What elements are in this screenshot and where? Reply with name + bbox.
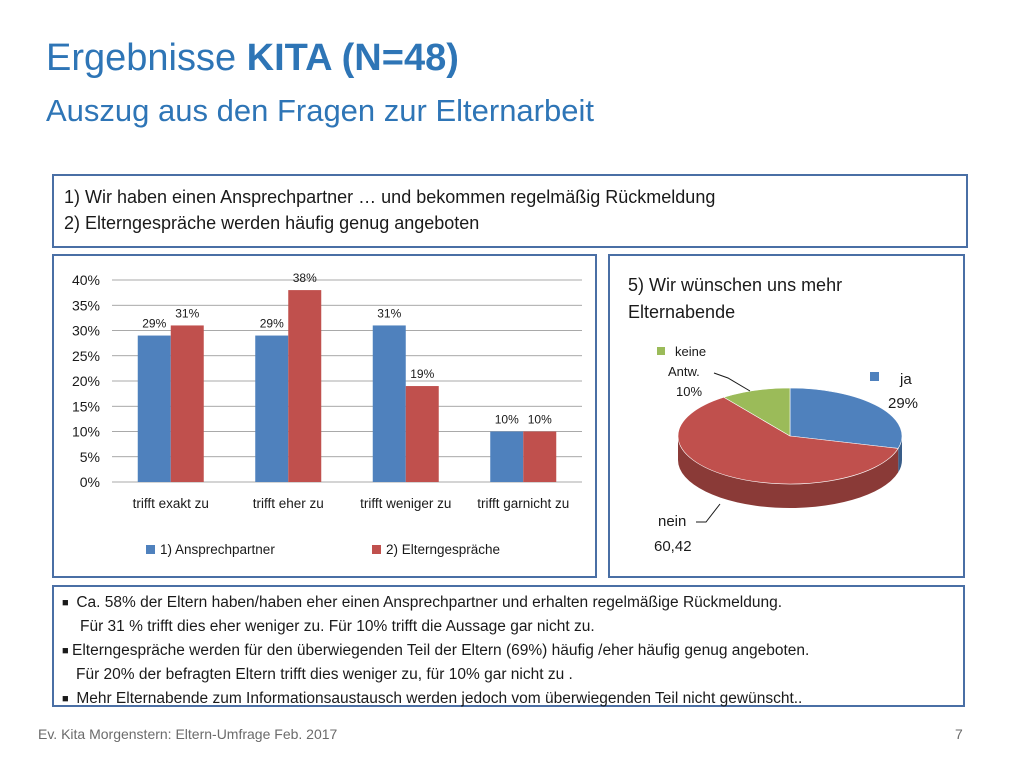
legend-swatch bbox=[146, 545, 155, 554]
x-tick-label: trifft eher zu bbox=[253, 496, 324, 511]
data-label: 10% bbox=[528, 413, 552, 427]
y-tick-label: 15% bbox=[72, 398, 100, 414]
y-tick-label: 5% bbox=[80, 449, 100, 465]
pie-label-value: 10% bbox=[676, 384, 702, 399]
bar bbox=[372, 325, 406, 482]
pie-chart: 5) Wir wünschen uns mehr Elternabende ja… bbox=[628, 275, 918, 555]
pie-legend-swatch bbox=[870, 372, 879, 381]
summary-bullet-3: ■ Mehr Elternabende zum Informationsaust… bbox=[62, 687, 955, 711]
leader-line bbox=[713, 372, 751, 392]
data-label: 19% bbox=[410, 367, 434, 381]
bar bbox=[255, 335, 289, 482]
summary-bullet-2: ■ Elterngespräche werden für den überwieg… bbox=[62, 639, 955, 663]
pie-slice-side bbox=[678, 436, 899, 509]
pie-slice bbox=[789, 387, 903, 449]
page-number: 7 bbox=[955, 726, 963, 742]
data-label: 38% bbox=[293, 271, 317, 285]
summary-text-2-cont: Für 20% der befragten Eltern trifft dies… bbox=[76, 666, 573, 683]
pie-chart-panel: 5) Wir wünschen uns mehr Elternabende ja… bbox=[608, 254, 965, 578]
title-plain: Ergebnisse bbox=[46, 37, 247, 79]
pie-slice bbox=[677, 396, 899, 485]
question-2: 2) Elterngespräche werden häufig genug a… bbox=[64, 213, 480, 233]
pie-label-value: 29% bbox=[888, 395, 918, 412]
summary-text-3: Mehr Elternabende zum Informationsaustau… bbox=[76, 690, 803, 707]
y-tick-label: 0% bbox=[80, 474, 100, 490]
bullet-icon: ■ bbox=[62, 693, 69, 705]
footer-text: Ev. Kita Morgenstern: Eltern-Umfrage Feb… bbox=[38, 726, 338, 742]
data-label: 31% bbox=[175, 306, 199, 320]
data-label: 29% bbox=[142, 317, 166, 331]
slide-title: Ergebnisse KITA (N=48) bbox=[46, 37, 459, 80]
bar bbox=[490, 431, 524, 482]
leader-line bbox=[696, 503, 721, 523]
data-label: 31% bbox=[377, 306, 401, 320]
pie-label-name: Antw. bbox=[668, 364, 700, 379]
pie-label-name: ja bbox=[899, 371, 912, 388]
summary-bullet-1: ■ Ca. 58% der Eltern haben/haben eher ei… bbox=[62, 591, 955, 615]
bar bbox=[137, 335, 171, 482]
bar bbox=[170, 325, 204, 482]
slide-subtitle: Auszug aus den Fragen zur Elternarbeit bbox=[46, 93, 594, 128]
x-tick-label: trifft exakt zu bbox=[133, 496, 209, 511]
summary-box: ■ Ca. 58% der Eltern haben/haben eher ei… bbox=[52, 585, 965, 707]
summary-text-2: Elterngespräche werden für den überwiege… bbox=[72, 642, 810, 659]
y-tick-label: 30% bbox=[72, 323, 100, 339]
pie-label-name: keine bbox=[675, 344, 706, 359]
y-tick-label: 25% bbox=[72, 348, 100, 364]
pie-legend-swatch bbox=[657, 347, 665, 355]
y-tick-label: 35% bbox=[72, 297, 100, 313]
bullet-icon: ■ bbox=[62, 597, 69, 609]
pie-label-value: 60,42 bbox=[654, 538, 692, 555]
summary-text-1-cont: Für 31 % trifft dies eher weniger zu. Fü… bbox=[80, 618, 595, 635]
y-tick-label: 40% bbox=[72, 272, 100, 288]
pie-slice-side bbox=[898, 436, 902, 473]
data-label: 29% bbox=[260, 317, 284, 331]
bar bbox=[288, 290, 322, 482]
pie-label-name: nein bbox=[658, 513, 686, 530]
question-box: 1) Wir haben einen Ansprechpartner … und… bbox=[52, 174, 968, 248]
pie-title-line-1: 5) Wir wünschen uns mehr bbox=[628, 275, 842, 295]
bar bbox=[405, 386, 439, 482]
y-tick-label: 10% bbox=[72, 424, 100, 440]
x-tick-label: trifft weniger zu bbox=[360, 496, 451, 511]
data-label: 10% bbox=[495, 413, 519, 427]
summary-text-1: Ca. 58% der Eltern haben/haben eher eine… bbox=[76, 594, 783, 611]
question-1: 1) Wir haben einen Ansprechpartner … und… bbox=[64, 187, 716, 207]
pie-title-line-2: Elternabende bbox=[628, 302, 735, 322]
legend-label: 1) Ansprechpartner bbox=[160, 542, 275, 557]
pie-slice bbox=[723, 387, 791, 437]
x-tick-label: trifft garnicht zu bbox=[477, 496, 569, 511]
legend-swatch bbox=[372, 545, 381, 554]
bullet-icon: ■ bbox=[62, 645, 69, 657]
legend-label: 2) Elterngespräche bbox=[386, 542, 500, 557]
bar bbox=[523, 431, 557, 482]
title-bold: KITA (N=48) bbox=[246, 37, 459, 79]
bar-chart-panel: 0% 5% 10% 15% 20% 25% 30% 35% 40% 29% 31% 29% 38% 31… bbox=[52, 254, 597, 578]
bar-chart: 0% 5% 10% 15% 20% 25% 30% 35% 40% 29% 31% 29% 38% 31… bbox=[72, 271, 582, 557]
y-tick-label: 20% bbox=[72, 373, 100, 389]
